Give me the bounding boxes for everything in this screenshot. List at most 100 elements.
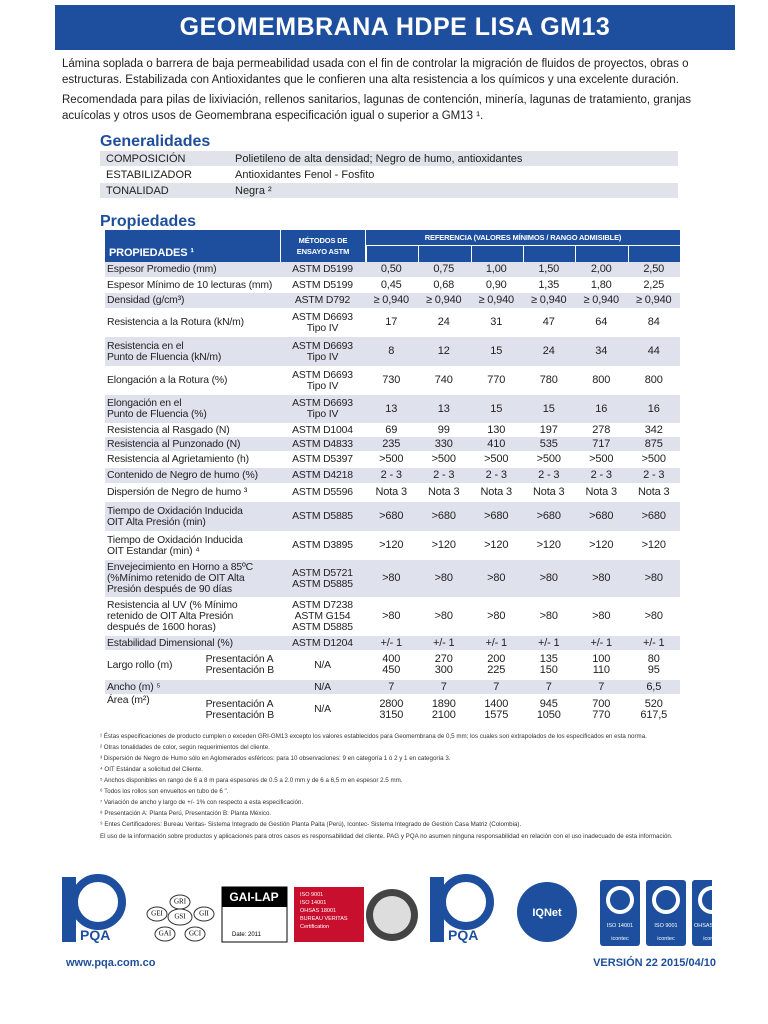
value: >80 — [434, 572, 453, 584]
method-cell: ASTM D6693 Tipo IV — [280, 367, 365, 394]
value-cell: 717 — [575, 437, 628, 451]
header-text: REFERENCIA (VALORES MÍNIMOS / RANGO ADMI… — [366, 230, 680, 246]
value: 2800 — [379, 697, 404, 710]
property-line: Resistencia en el — [107, 340, 184, 352]
value-cell: 800 — [575, 367, 628, 394]
gri-logo — [146, 894, 215, 942]
iqnet-seal — [517, 882, 577, 942]
general-row: ESTABILIZADOR Antioxidantes Fenol - Fosfi… — [100, 167, 678, 183]
gri-label: GII — [199, 910, 209, 918]
table-row: Elongación a la Rotura (%) ASTM D6693 Tipo… — [105, 367, 680, 395]
value-cell: >680 — [470, 502, 523, 531]
value-cell: +/- 1 — [628, 636, 681, 650]
table-row: Resistencia al Rasgado (N) ASTM D1004 69 99… — [105, 424, 680, 437]
value-cell: 1890 2100 — [418, 695, 471, 724]
header-cell: REFERENCIA (VALORES MÍNIMOS / RANGO ADMI… — [365, 230, 680, 262]
value: 7 — [388, 680, 395, 693]
table-row: Resistencia en el Punto de Fluencia (kN/m… — [105, 337, 680, 367]
subheader-cell — [366, 246, 418, 262]
value: >80 — [487, 572, 506, 584]
gri-label: GSI — [174, 913, 186, 921]
title: GEOMEMBRANA HDPE LISA GM13 — [179, 13, 611, 41]
icontec-name: icontec — [703, 936, 712, 942]
value: 34 — [595, 345, 608, 357]
property-line: después de 1600 horas) — [107, 622, 216, 633]
table-row: Elongación en el Punto de Fluencia (%) AST… — [105, 395, 680, 424]
value: 24 — [437, 316, 450, 328]
property-name: Largo rollo (m) — [107, 660, 172, 671]
value: +/- 1 — [590, 636, 613, 649]
method-line: ASTM D5721 — [292, 567, 353, 579]
property-cell: Dispersión de Negro de humo ³ — [105, 484, 280, 501]
value: >680 — [379, 510, 404, 522]
value-cell: 945 1050 — [523, 695, 576, 724]
value-cell: 12 — [418, 337, 471, 366]
property-cell: Tiempo de Oxidación Inducida OIT Estandar… — [105, 532, 280, 559]
value-cell: 535 — [523, 437, 576, 451]
value: 0,68 — [433, 278, 455, 291]
property-cell: Envejecimiento en Horno a 85ºC (%Mínimo r… — [105, 560, 280, 597]
value: 800 — [592, 374, 611, 386]
property-line: Área (m²) — [107, 695, 150, 706]
value: 13 — [385, 402, 398, 415]
table-row: Tiempo de Oxidación Inducida OIT Alta Pre… — [105, 502, 680, 532]
property-line: Estabilidad Dimensional (%) — [107, 637, 233, 649]
table-row: Contenido de Negro de humo (%) ASTM D4218… — [105, 468, 680, 484]
value: +/- 1 — [537, 636, 560, 649]
presentation: Presentación B — [205, 709, 275, 721]
value-cell: 13 — [365, 395, 418, 423]
value: >120 — [641, 539, 666, 551]
value-cell: >680 — [365, 502, 418, 531]
value-cell: 278 — [575, 424, 628, 436]
presentation: Presentación A — [205, 654, 274, 665]
method-line: N/A — [314, 704, 331, 715]
value: 2 - 3 — [380, 469, 402, 481]
value-cell: >80 — [575, 560, 628, 597]
value-cell: 6,5 — [628, 680, 681, 694]
method-cell: ASTM D4833 — [280, 437, 365, 451]
footnote: ⁹ Entes Certificadores: Bureau Veritas- … — [100, 821, 522, 828]
property-cell: Densidad (g/cm³) — [105, 293, 280, 308]
value: >80 — [644, 610, 663, 622]
value: 2 - 3 — [485, 469, 507, 481]
property-line: Elongación en el — [107, 398, 182, 409]
presentations: Presentación A Presentación B — [206, 699, 280, 721]
value: >120 — [484, 539, 509, 551]
property-line: Punto de Fluencia (%) — [107, 409, 207, 420]
value: +/- 1 — [642, 636, 665, 649]
value-cell: 0,90 — [470, 278, 523, 292]
table-row: Tiempo de Oxidación Inducida OIT Estandar… — [105, 532, 680, 560]
value-cell: ≥ 0,940 — [575, 293, 628, 308]
value: 2 - 3 — [433, 469, 455, 481]
value-cell: 2,50 — [628, 262, 681, 277]
value: 740 — [434, 374, 453, 386]
value: 110 — [592, 664, 610, 676]
value-cell: 8 — [365, 337, 418, 366]
value-cell: 2 - 3 — [365, 468, 418, 483]
property-cell: Resistencia al UV (% Mínimo retenido de O… — [105, 598, 280, 635]
value: Nota 3 — [637, 486, 670, 498]
value-cell: >80 — [523, 598, 576, 635]
value-cell: 16 — [575, 395, 628, 423]
value-cell: 80 95 — [628, 651, 681, 679]
value: 2100 — [431, 708, 456, 721]
method-line: ASTM D5199 — [292, 279, 353, 291]
disclaimer: El uso de la información sobre productos… — [100, 833, 673, 840]
table-row: Resistencia al UV (% Mínimo retenido de O… — [105, 598, 680, 636]
value: >80 — [434, 610, 453, 622]
general-table: COMPOSICIÓN Polietileno de alta densidad;… — [100, 151, 678, 199]
value-cell: >80 — [470, 560, 523, 597]
value-cell: 400 450 — [365, 651, 418, 679]
value: >500 — [589, 453, 614, 465]
method-cell: ASTM D7238 ASTM G154 ASTM D5885 — [280, 598, 365, 635]
value: 450 — [382, 664, 401, 676]
property-line: Tiempo de Oxidación Inducida — [107, 505, 243, 517]
table-row: Resistencia al Punzonado (N) ASTM D4833 23… — [105, 437, 680, 452]
value: 1400 — [484, 697, 509, 710]
value-cell: >500 — [628, 452, 681, 467]
value-cell: 730 — [365, 367, 418, 394]
header-cell: PROPIEDADES ¹ — [109, 246, 194, 259]
value: 300 — [434, 664, 453, 676]
property-line: OIT Estandar (min) ⁴ — [107, 545, 200, 557]
value-cell: 1,00 — [470, 262, 523, 277]
